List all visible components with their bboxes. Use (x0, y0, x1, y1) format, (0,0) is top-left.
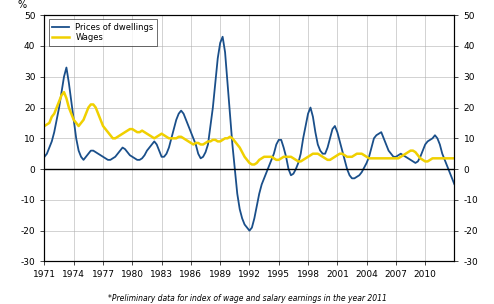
Wages (183, 138, 189, 142)
Line: Prices of dwellings: Prices of dwellings (44, 37, 494, 231)
Wages (488, 157, 494, 160)
Wages (210, 138, 216, 142)
Wages (44, 123, 50, 126)
Line: Wages: Wages (44, 92, 494, 164)
Prices of dwellings (237, 207, 243, 211)
Prices of dwellings (247, 229, 252, 233)
Prices of dwellings (232, 167, 238, 171)
Text: *Preliminary data for index of wage and salary earnings in the year 2011: *Preliminary data for index of wage and … (108, 294, 386, 303)
Wages (41, 124, 47, 128)
Text: %: % (18, 0, 27, 10)
Prices of dwellings (220, 35, 226, 39)
Prices of dwellings (41, 155, 47, 159)
Prices of dwellings (339, 149, 345, 153)
Prices of dwellings (312, 130, 318, 134)
Prices of dwellings (98, 154, 104, 157)
Wages (249, 163, 255, 166)
Wages (90, 103, 96, 106)
Legend: Prices of dwellings, Wages: Prices of dwellings, Wages (48, 19, 157, 46)
Wages (61, 90, 67, 94)
Wages (195, 141, 201, 145)
Prices of dwellings (281, 146, 287, 149)
